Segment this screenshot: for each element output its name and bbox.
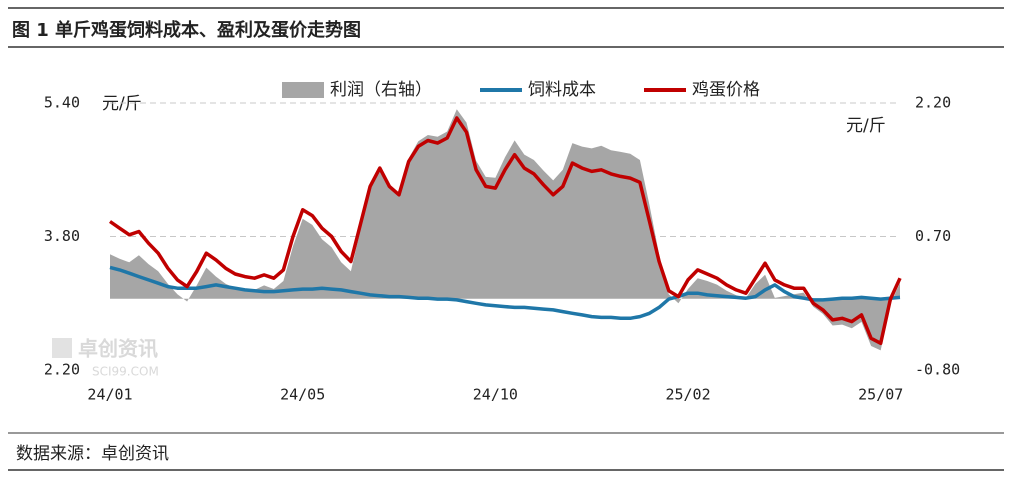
y-tick-label: 2.20 (44, 361, 80, 379)
x-tick-label: 25/07 (858, 386, 903, 404)
series-line (109, 265, 901, 321)
legend-swatch (282, 82, 324, 98)
x-tick-label: 24/10 (473, 386, 518, 404)
chart-title: 图 1 单斤鸡蛋饲料成本、盈利及蛋价走势图 (12, 19, 361, 41)
y2-tick-label: -0.80 (915, 361, 960, 379)
profit-area (110, 109, 900, 351)
y-tick-label: 3.80 (44, 227, 80, 245)
watermark-logo (52, 338, 72, 358)
y2-unit: 元/斤 (846, 116, 886, 136)
legend-label: 鸡蛋价格 (692, 80, 760, 100)
y-unit: 元/斤 (102, 94, 142, 114)
y2-tick-label: 0.70 (915, 227, 951, 245)
source: 数据来源：卓创资讯 (16, 444, 169, 464)
series-line (108, 116, 902, 346)
watermark-sub: SCI99.COM (92, 365, 159, 379)
y2-tick-label: 2.20 (915, 94, 951, 112)
legend-label: 利润（右轴） (330, 80, 432, 100)
x-tick-label: 24/01 (87, 386, 132, 404)
x-tick-label: 25/02 (665, 386, 710, 404)
watermark: 卓创资讯 (78, 337, 158, 361)
legend-label: 饲料成本 (528, 80, 596, 100)
x-tick-label: 24/05 (280, 386, 325, 404)
y-tick-label: 5.40 (44, 94, 80, 112)
